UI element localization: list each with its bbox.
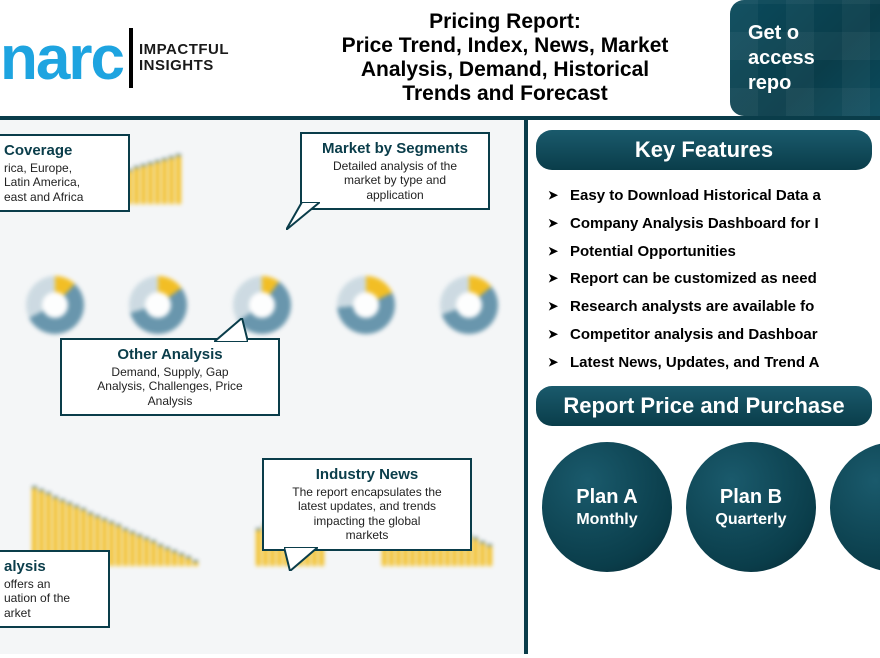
callout-tail-icon xyxy=(214,318,248,342)
header: narc IMPACTFUL INSIGHTS Pricing Report: … xyxy=(0,0,880,120)
title-l3: Analysis, Demand, Historical xyxy=(290,58,720,82)
callout-tail-icon xyxy=(284,547,318,571)
logo-text: narc xyxy=(0,23,123,94)
callout-other-title: Other Analysis xyxy=(72,346,268,363)
key-features-header: Key Features xyxy=(536,130,872,170)
cta-l2: access xyxy=(748,46,815,71)
callout-tail-icon xyxy=(286,202,320,230)
callout-segments-body: Detailed analysis of the market by type … xyxy=(312,159,478,202)
logo-tagline-l2: INSIGHTS xyxy=(139,58,229,74)
callout-alysis-body: offers an uation of the arket xyxy=(4,577,98,620)
purchase-header: Report Price and Purchase xyxy=(536,386,872,426)
feature-item: Easy to Download Historical Data a xyxy=(548,182,872,210)
logo-tagline-l1: IMPACTFUL xyxy=(139,42,229,58)
plan-circle[interactable]: Plan B Quarterly xyxy=(686,442,816,572)
logo-divider xyxy=(129,28,133,88)
callout-other-body: Demand, Supply, Gap Analysis, Challenges… xyxy=(72,365,268,408)
callout-alysis: alysis offers an uation of the arket xyxy=(0,550,110,628)
logo-tagline: IMPACTFUL INSIGHTS xyxy=(139,42,229,74)
title-l1: Pricing Report: xyxy=(290,10,720,34)
plan-period: Quarterly xyxy=(715,511,786,529)
callout-segments-title: Market by Segments xyxy=(312,140,478,157)
dash-donuts xyxy=(6,276,518,334)
title-l4: Trends and Forecast xyxy=(290,82,720,106)
feature-item: Latest News, Updates, and Trend A xyxy=(548,349,872,377)
callout-coverage-title: Coverage xyxy=(4,142,118,159)
cta-button[interactable]: Get o access repo xyxy=(730,0,880,116)
plan-name: Plan A xyxy=(576,486,638,509)
donut-chart xyxy=(440,276,498,334)
right-panel: Key Features Easy to Download Historical… xyxy=(528,120,880,654)
cta-l1: Get o xyxy=(748,21,799,46)
plan-period: Monthly xyxy=(576,511,637,529)
donut-chart xyxy=(337,276,395,334)
title-block: Pricing Report: Price Trend, Index, News… xyxy=(280,0,730,116)
main: Coverage rica, Europe, Latin America, ea… xyxy=(0,120,880,654)
callout-coverage-body: rica, Europe, Latin America, east and Af… xyxy=(4,161,118,204)
callout-news-body: The report encapsulates the latest updat… xyxy=(274,485,460,543)
callout-segments: Market by Segments Detailed analysis of … xyxy=(300,132,490,210)
callout-news: Industry News The report encapsulates th… xyxy=(262,458,472,551)
dashboard-panel: Coverage rica, Europe, Latin America, ea… xyxy=(0,120,528,654)
callout-coverage: Coverage rica, Europe, Latin America, ea… xyxy=(0,134,130,212)
title-l2: Price Trend, Index, News, Market xyxy=(290,34,720,58)
callout-news-title: Industry News xyxy=(274,466,460,483)
donut-chart xyxy=(26,276,84,334)
cta-l3: repo xyxy=(748,71,791,96)
logo-block: narc IMPACTFUL INSIGHTS xyxy=(0,0,280,116)
plan-circle[interactable]: Plan A Monthly xyxy=(542,442,672,572)
key-features-list: Easy to Download Historical Data aCompan… xyxy=(528,176,880,382)
feature-item: Company Analysis Dashboard for I xyxy=(548,210,872,238)
plans-row: Plan A Monthly Plan B Quarterly xyxy=(528,432,880,572)
callout-other: Other Analysis Demand, Supply, Gap Analy… xyxy=(60,338,280,416)
feature-item: Report can be customized as need xyxy=(548,265,872,293)
callout-alysis-title: alysis xyxy=(4,558,98,575)
donut-chart xyxy=(129,276,187,334)
feature-item: Research analysts are available fo xyxy=(548,293,872,321)
feature-item: Competitor analysis and Dashboar xyxy=(548,321,872,349)
feature-item: Potential Opportunities xyxy=(548,238,872,266)
plan-circle[interactable] xyxy=(830,442,880,572)
plan-name: Plan B xyxy=(720,486,782,509)
